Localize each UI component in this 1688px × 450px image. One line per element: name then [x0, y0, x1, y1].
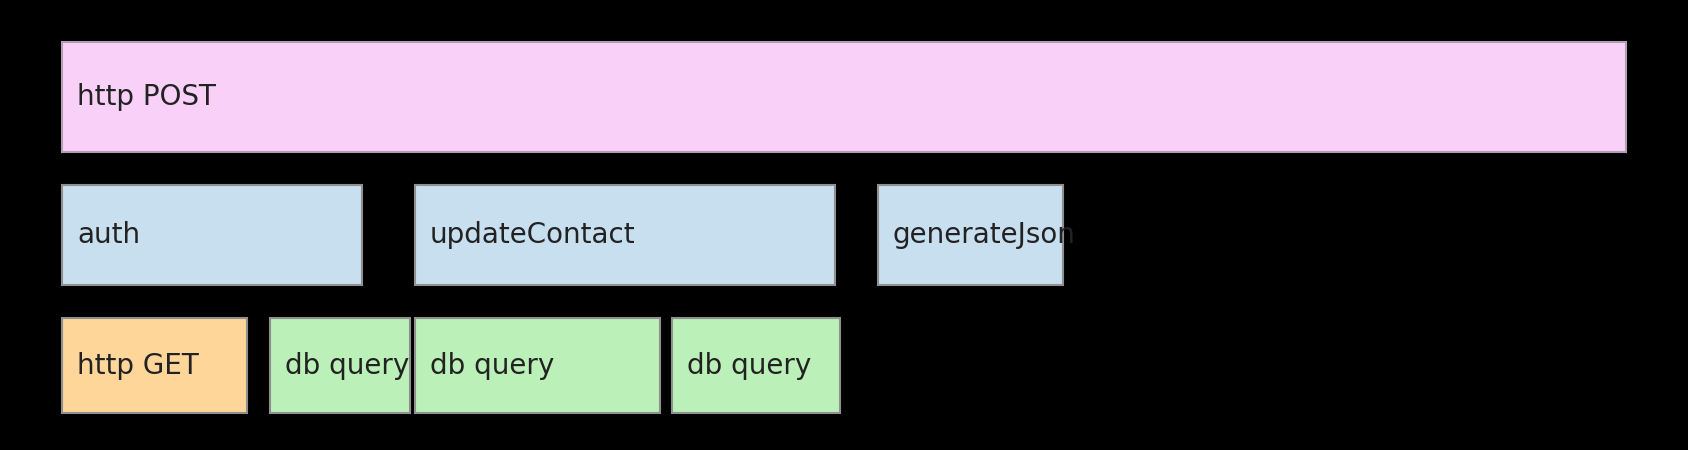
- Text: http GET: http GET: [78, 351, 199, 379]
- FancyBboxPatch shape: [270, 318, 410, 413]
- FancyBboxPatch shape: [415, 185, 836, 285]
- FancyBboxPatch shape: [62, 42, 1626, 152]
- FancyBboxPatch shape: [62, 318, 246, 413]
- Text: db query: db query: [430, 351, 554, 379]
- Text: http POST: http POST: [78, 83, 216, 111]
- Text: db query: db query: [285, 351, 408, 379]
- Text: generateJson: generateJson: [893, 221, 1075, 249]
- Text: db query: db query: [687, 351, 812, 379]
- Text: auth: auth: [78, 221, 140, 249]
- FancyBboxPatch shape: [415, 318, 660, 413]
- Text: updateContact: updateContact: [430, 221, 636, 249]
- FancyBboxPatch shape: [62, 185, 361, 285]
- FancyBboxPatch shape: [878, 185, 1063, 285]
- FancyBboxPatch shape: [672, 318, 841, 413]
